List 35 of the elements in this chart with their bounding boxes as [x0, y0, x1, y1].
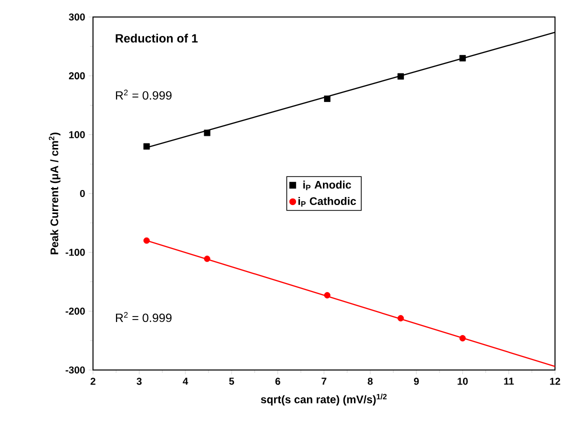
x-tick-label: 2	[90, 378, 96, 385]
y-tick-label: 0	[80, 190, 85, 198]
point	[204, 256, 210, 262]
point	[143, 237, 150, 244]
point	[324, 292, 330, 298]
point	[204, 130, 210, 136]
point	[398, 315, 404, 322]
y-tick-label: -300	[66, 366, 85, 374]
annotation: R$^{2}$ = 0.999	[116, 312, 172, 322]
point	[143, 143, 150, 150]
x-tick-label: 7	[322, 378, 326, 385]
x-axis-title: sqrt(s can rate) (mV/s)$^{1/2}$	[260, 394, 387, 406]
y-tick-label: 200	[68, 72, 85, 80]
y-tick-label: 100	[69, 131, 85, 138]
point	[459, 335, 466, 342]
x-tick-label: 11	[504, 378, 514, 385]
y-tick-label: 300	[68, 13, 85, 21]
legend-label: i$_{P}$ Cathodic	[298, 196, 356, 207]
annotation: Reduction of 1	[116, 34, 198, 43]
x-tick-label: 9	[414, 378, 419, 385]
legend-label: i$_{P}$ Anodic	[303, 180, 352, 190]
x-tick-label: 5	[229, 378, 234, 385]
y-tick-label: -100	[66, 248, 85, 256]
x-tick-label: 8	[368, 378, 373, 385]
y-tick-label: -200	[66, 308, 85, 315]
annotation: R$^{2}$ = 0.999	[116, 90, 172, 100]
x-tick-label: 6	[275, 378, 280, 385]
x-tick-label: 4	[182, 378, 188, 385]
x-tick-label: 10	[458, 378, 468, 385]
x-tick-label: 3	[136, 378, 142, 385]
point	[324, 96, 330, 102]
x-tick-label: 12	[550, 378, 560, 385]
y-axis-title: Peak Current (μA / cm$^{2}$)	[48, 132, 60, 254]
point	[459, 54, 466, 62]
point	[398, 73, 404, 80]
